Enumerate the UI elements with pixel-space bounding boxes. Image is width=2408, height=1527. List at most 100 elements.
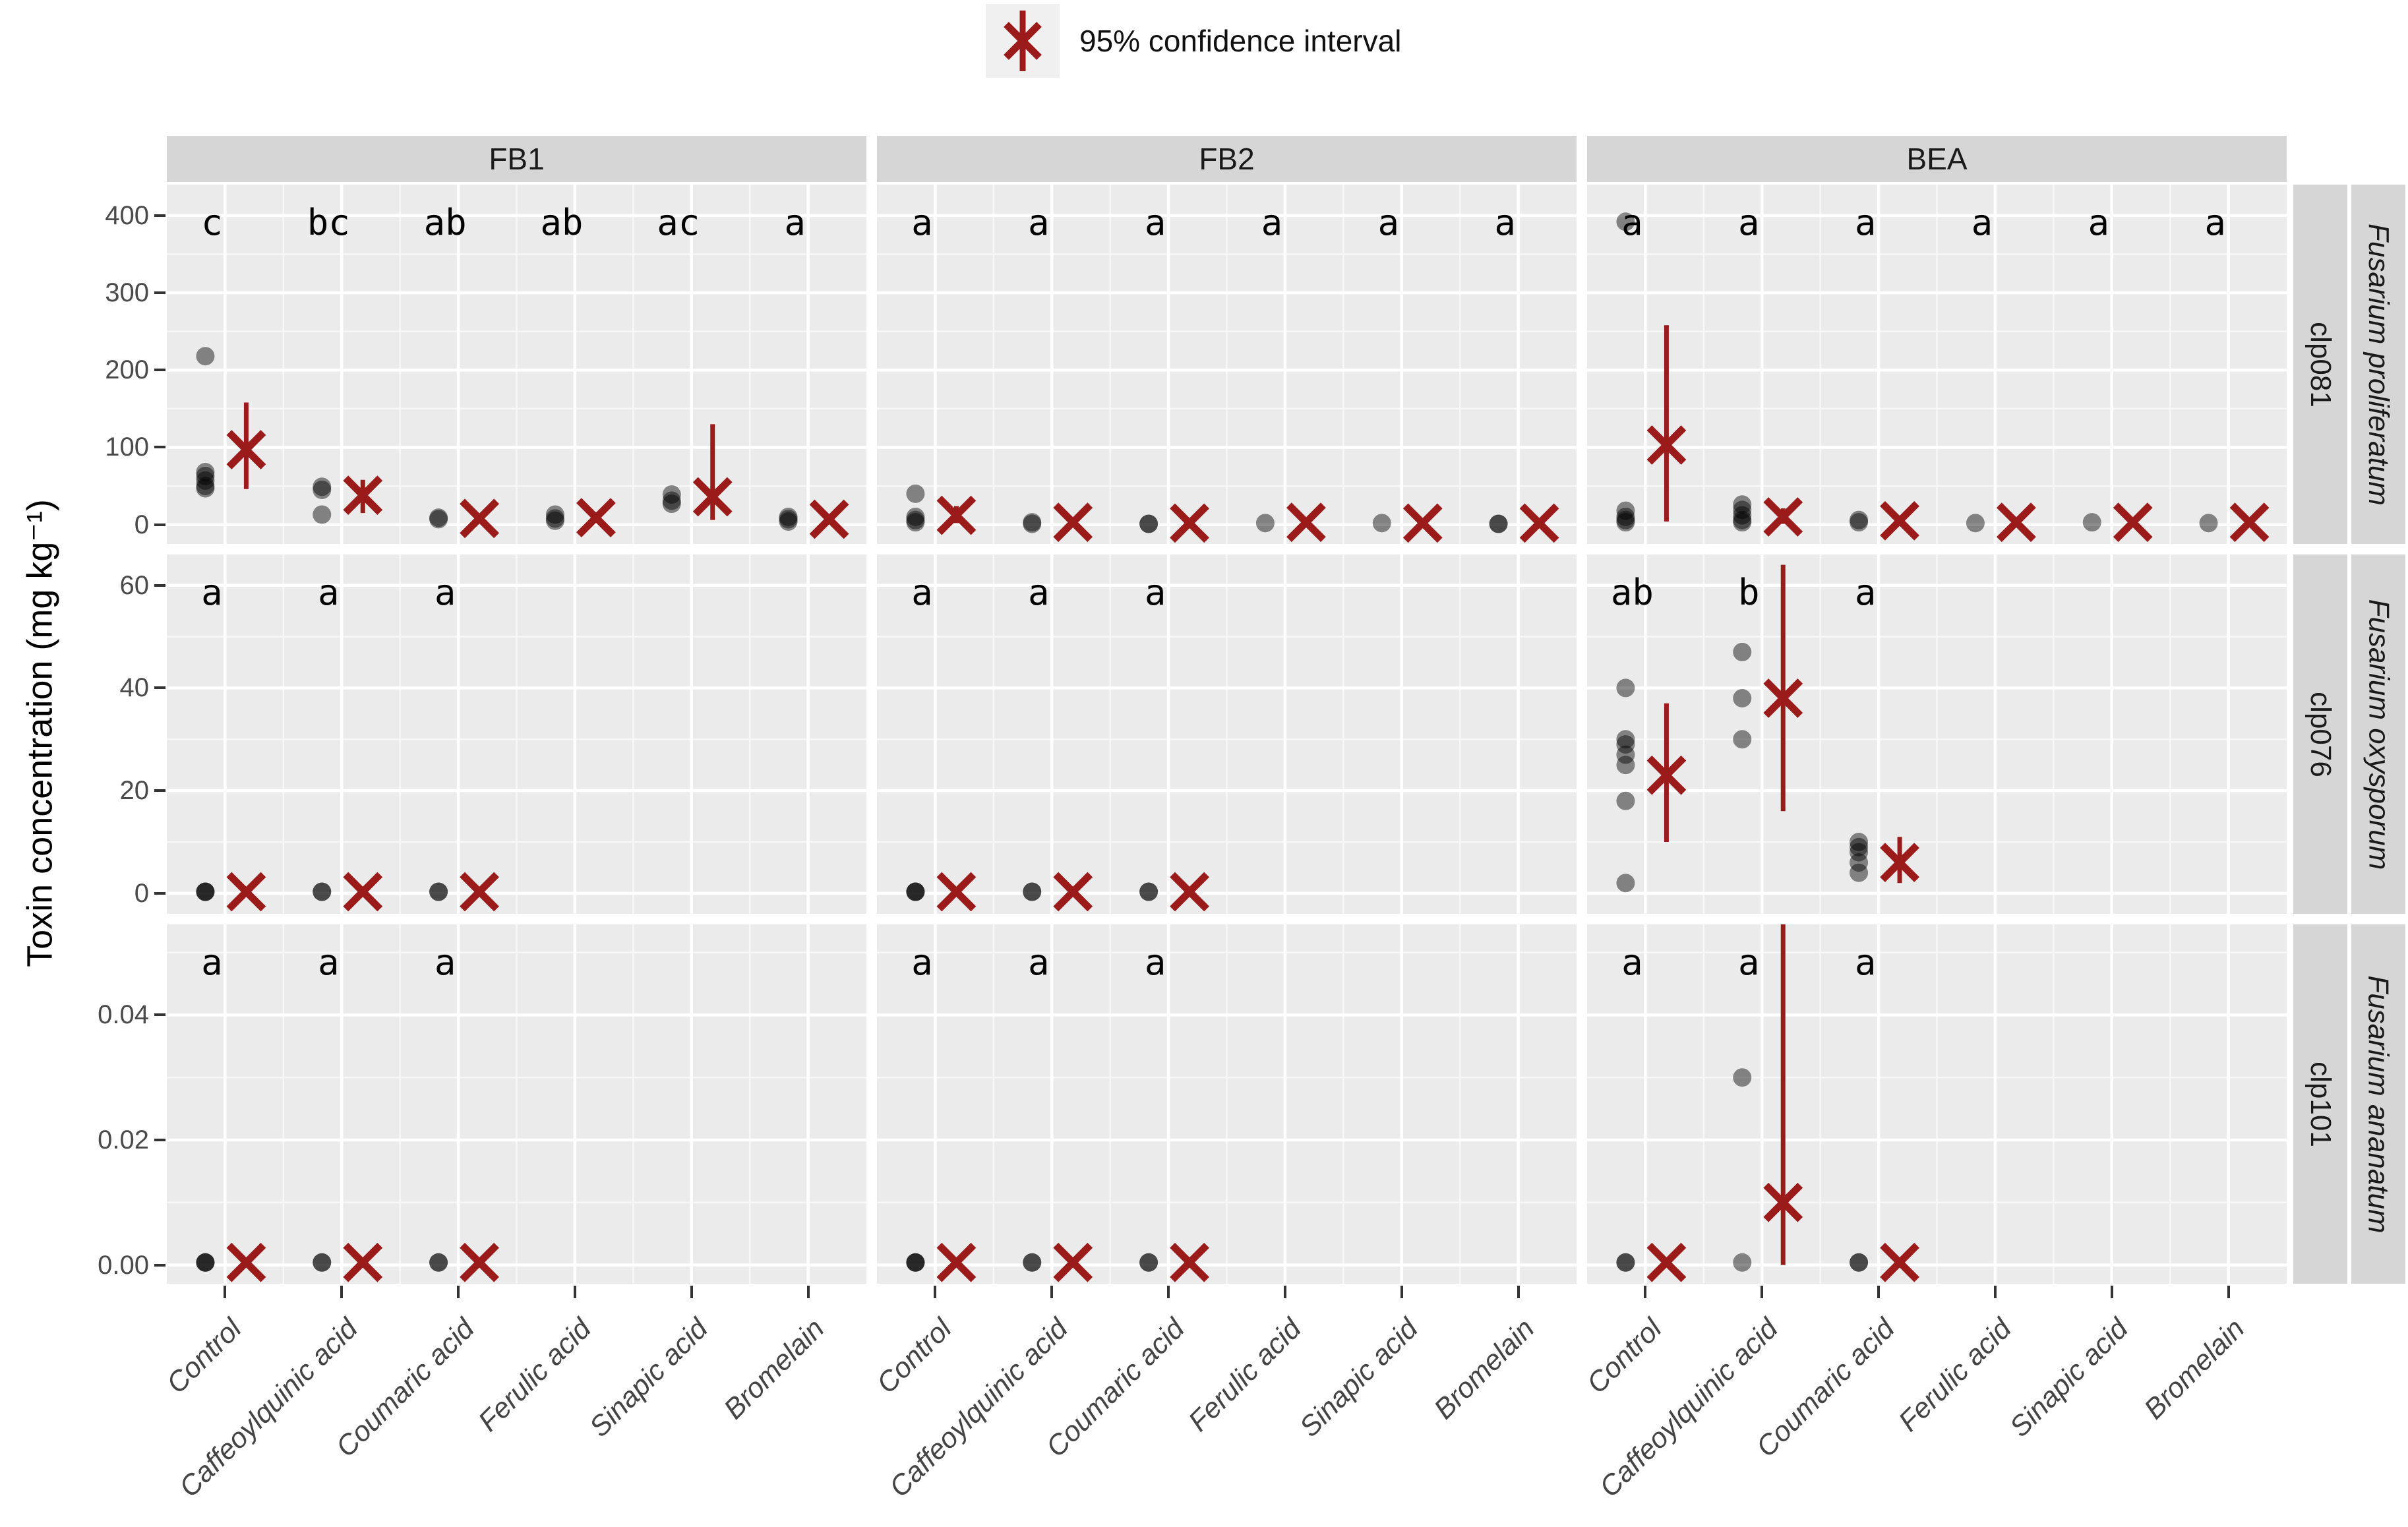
data-point: [1733, 642, 1752, 661]
data-point: [1733, 495, 1752, 514]
data-point: [1733, 1253, 1752, 1272]
facet-col-strip: FB1: [167, 136, 866, 182]
data-point: [1372, 514, 1391, 533]
data-point: [2082, 513, 2101, 532]
data-point: [313, 505, 332, 524]
mean-x-marker: [460, 1242, 499, 1282]
data-point: [1616, 510, 1635, 529]
data-point: [1850, 1253, 1869, 1272]
data-point: [1733, 689, 1752, 707]
mean-x-marker: [1880, 500, 1919, 541]
x-tick-mark: [1517, 1286, 1520, 1298]
data-point: [1489, 514, 1508, 533]
significance-letter: b: [1738, 572, 1760, 613]
data-point: [545, 505, 564, 524]
data-point: [1733, 510, 1752, 529]
data-point: [429, 882, 448, 901]
data-point: [313, 882, 332, 901]
significance-letter: ab: [1611, 572, 1654, 613]
significance-letter: a: [1028, 202, 1050, 243]
mean-x-marker: [1880, 843, 1919, 883]
data-point: [429, 510, 448, 529]
facet-panel: ab b a: [1587, 554, 2287, 914]
data-point: [196, 466, 215, 485]
data-point: [429, 882, 448, 901]
y-tick-label: 0: [134, 878, 149, 908]
x-tick-mark: [1050, 1286, 1054, 1298]
data-point: [1616, 756, 1635, 775]
data-point: [1023, 882, 1042, 901]
facet-panel: c bc ab ab ac a: [167, 185, 866, 544]
significance-letter: a: [1855, 202, 1877, 243]
data-point: [1023, 514, 1042, 533]
mean-x-marker: [1170, 1242, 1209, 1282]
x-tick-mark: [1167, 1286, 1170, 1298]
data-point: [1733, 513, 1752, 532]
x-tick-label: Control: [1580, 1313, 1668, 1400]
significance-letter: a: [1145, 572, 1166, 613]
x-tick-mark: [806, 1286, 810, 1298]
significance-letter: a: [318, 572, 340, 613]
data-point: [313, 882, 332, 901]
data-point: [1616, 730, 1635, 749]
data-point: [196, 471, 215, 490]
y-tick-label: 0.04: [98, 1000, 149, 1030]
x-tick-label: Sinapic acid: [583, 1313, 714, 1443]
mean-x-marker: [1053, 1242, 1093, 1282]
data-point: [1850, 510, 1869, 529]
data-point: [906, 882, 925, 901]
mean-x-marker: [576, 498, 616, 538]
data-point: [779, 507, 798, 526]
significance-letter: a: [435, 942, 456, 983]
data-point: [545, 511, 564, 530]
facet-strain-strip: clp081: [2293, 185, 2347, 544]
x-tick-mark: [1761, 1286, 1764, 1298]
x-tick-mark: [340, 1286, 344, 1298]
y-tick-mark: [154, 446, 166, 449]
significance-letter: a: [911, 202, 933, 243]
x-tick-mark: [2227, 1286, 2230, 1298]
mean-x-marker: [1646, 1242, 1687, 1282]
mean-x-marker: [936, 495, 977, 535]
data-point: [1489, 514, 1508, 533]
data-point: [906, 882, 925, 901]
data-point: [196, 477, 215, 496]
y-tick-label: 20: [119, 776, 150, 806]
data-point: [1616, 745, 1635, 764]
data-point: [196, 1253, 215, 1272]
facet-species-label: Fusarium ananatum: [2363, 974, 2395, 1234]
significance-letter: a: [1145, 942, 1166, 983]
facet-strain-label: clp101: [2304, 1061, 2337, 1147]
significance-letter: a: [1738, 942, 1760, 983]
data-point: [1616, 791, 1635, 810]
y-tick-label: 300: [105, 278, 149, 308]
mean-x-marker: [343, 475, 383, 516]
data-point: [1023, 882, 1042, 901]
significance-letter: a: [1377, 202, 1399, 243]
data-point: [1850, 853, 1869, 872]
x-tick-mark: [2110, 1286, 2113, 1298]
facet-species-strip: Fusarium proliferatum: [2351, 185, 2405, 544]
y-tick-label: 40: [119, 673, 150, 703]
significance-letter: a: [1145, 202, 1166, 243]
data-point: [1850, 863, 1869, 882]
mean-x-marker: [1402, 503, 1443, 543]
data-point: [196, 882, 215, 901]
significance-letter: ac: [657, 202, 700, 243]
data-point: [196, 882, 215, 901]
data-point: [1616, 507, 1635, 526]
data-point: [313, 480, 332, 499]
mean-x-marker: [1880, 1242, 1919, 1282]
ci-marker-icon: [1004, 11, 1042, 71]
significance-letter: a: [1028, 942, 1050, 983]
x-tick-label: Sinapic acid: [2003, 1313, 2134, 1443]
data-point: [1139, 514, 1159, 533]
y-tick-label: 100: [105, 433, 149, 462]
data-point: [1733, 500, 1752, 520]
data-point: [1616, 513, 1635, 532]
data-point: [196, 479, 215, 498]
